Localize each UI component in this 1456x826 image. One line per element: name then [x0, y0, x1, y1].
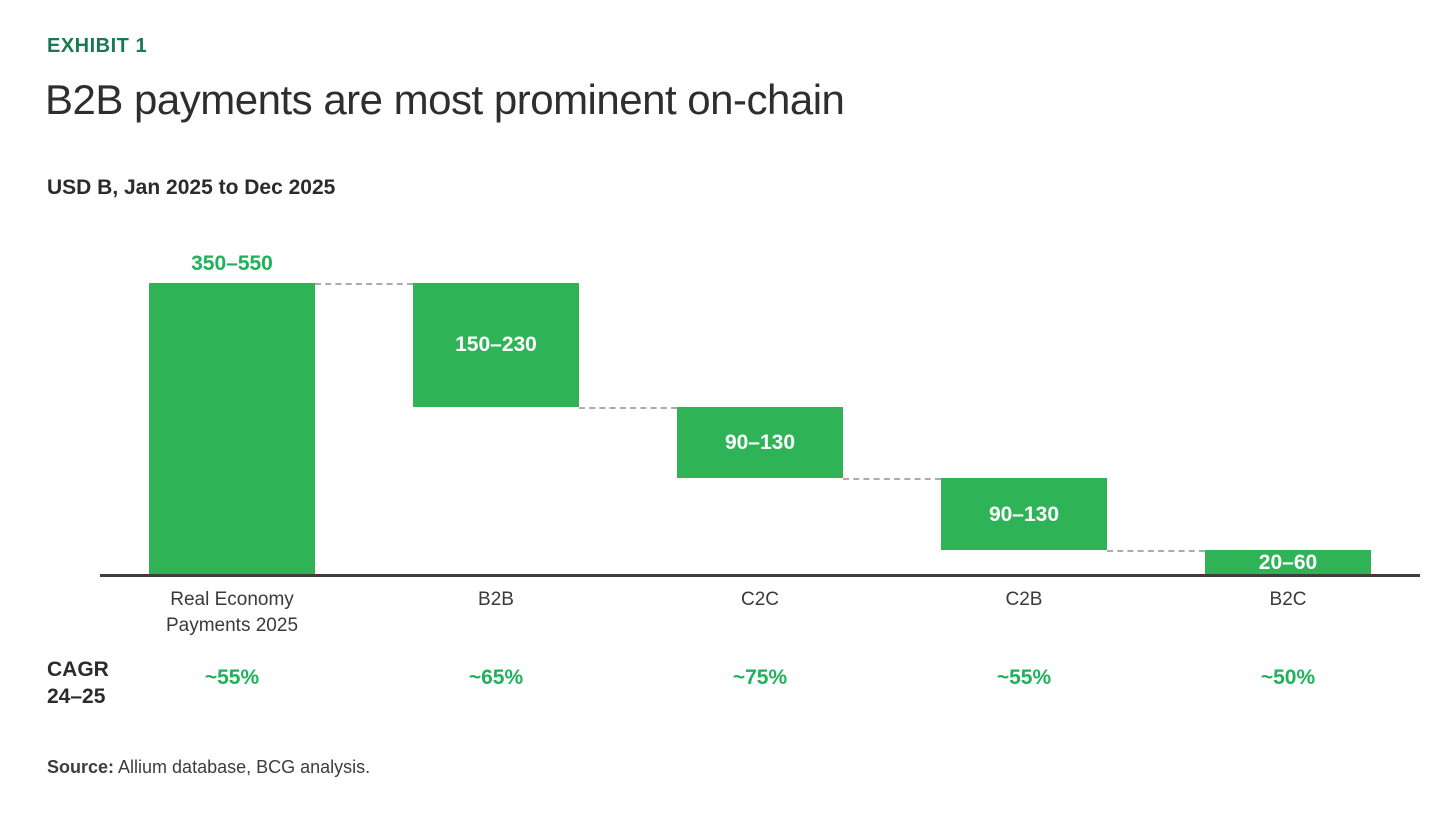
bar-value-label: 150–230 [455, 333, 537, 357]
cagr-value-c2b: ~55% [996, 666, 1052, 689]
category-label-c2b: C2B [1005, 589, 1043, 610]
bar-value-label: 20–60 [1258, 551, 1318, 575]
connector-line [579, 406, 677, 409]
chart-units-subtitle: USD B, Jan 2025 to Dec 2025 [47, 176, 336, 199]
bar-value-label: 90–130 [724, 431, 796, 454]
cagr-header-line1: CAGR [47, 658, 109, 681]
source-label: Source: [47, 757, 115, 777]
cagr-header-line2: 24–25 [47, 685, 106, 709]
exhibit-label: EXHIBIT 1 [47, 35, 148, 57]
cagr-row-header: CAGR 24–25 [47, 656, 109, 711]
bar-value-label: 350–550 [191, 252, 273, 275]
cagr-value-b2c: ~50% [1260, 666, 1316, 689]
cagr-value-b2b: ~65% [468, 666, 524, 689]
source-note: Source: Allium database, BCG analysis. [47, 757, 370, 778]
category-label-b2b: B2B [478, 589, 514, 610]
page-title: B2B payments are most prominent on-chain [45, 76, 845, 123]
bar-real-economy-payments-2025: 350–550 [149, 252, 315, 576]
bar-b2c: 20–60 [1205, 549, 1371, 576]
connector-line [843, 478, 941, 481]
category-label-b2c: B2C [1269, 589, 1307, 610]
connector-line [315, 283, 413, 285]
bar-c2c: 90–130 [677, 406, 843, 479]
x-axis-line [100, 574, 1420, 577]
category-label-c2c: C2C [740, 589, 779, 610]
source-text: Allium database, BCG analysis. [114, 757, 371, 777]
cagr-value-c2c: ~75% [732, 666, 788, 689]
bar-value-label: 90–130 [988, 502, 1060, 526]
category-label-real-economy-payments-2025: Real Economy Payments 2025 [165, 589, 299, 636]
cagr-value-real-economy-payments-2025: ~55% [204, 666, 260, 689]
bar-c2b: 90–130 [941, 478, 1107, 550]
waterfall-plot-area: 350–550 150–230 90–130 90–130 20–60 [100, 252, 1420, 576]
connector-line [1107, 549, 1205, 552]
bar-b2b: 150–230 [413, 283, 579, 407]
